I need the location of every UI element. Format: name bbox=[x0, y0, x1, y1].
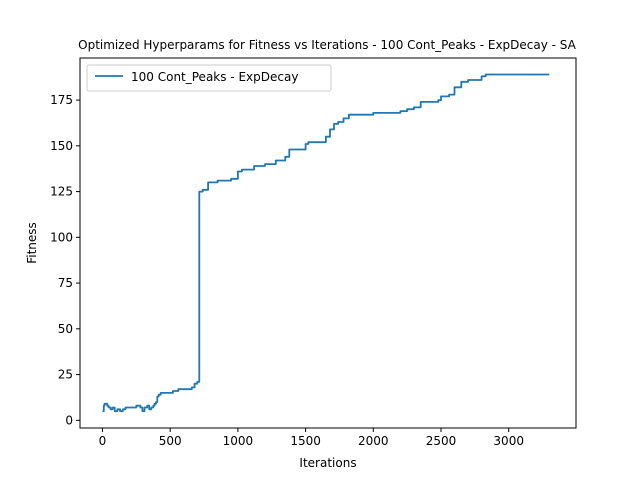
legend: 100 Cont_Peaks - ExpDecay bbox=[86, 64, 332, 92]
y-tick-label: 75 bbox=[58, 276, 73, 290]
chart-title: Optimized Hyperparams for Fitness vs Ite… bbox=[78, 38, 577, 52]
x-axis: 0 500 1000 1500 2000 2500 3000 bbox=[99, 428, 524, 448]
x-tick-label: 2000 bbox=[358, 434, 389, 448]
legend-label: 100 Cont_Peaks - ExpDecay bbox=[131, 70, 298, 84]
x-axis-label: Iterations bbox=[299, 456, 356, 470]
series-line-0 bbox=[102, 73, 550, 413]
x-tick-label: 2500 bbox=[426, 434, 457, 448]
y-tick-label: 0 bbox=[65, 413, 73, 427]
x-tick-label: 3000 bbox=[493, 434, 524, 448]
x-tick-label: 1000 bbox=[223, 434, 254, 448]
y-tick-label: 150 bbox=[50, 139, 73, 153]
y-tick-label: 50 bbox=[58, 322, 73, 336]
x-tick-label: 1500 bbox=[290, 434, 321, 448]
plot-frame bbox=[79, 57, 577, 429]
y-tick-label: 125 bbox=[50, 185, 73, 199]
x-tick-label: 500 bbox=[159, 434, 182, 448]
y-tick-label: 25 bbox=[58, 368, 73, 382]
y-tick-label: 175 bbox=[50, 93, 73, 107]
y-tick-label: 100 bbox=[50, 230, 73, 244]
x-tick-label: 0 bbox=[99, 434, 107, 448]
legend-box bbox=[86, 64, 332, 92]
y-axis-label: Fitness bbox=[25, 222, 39, 264]
series-layer bbox=[102, 73, 550, 413]
y-axis: 0 25 50 75 100 125 150 175 bbox=[50, 93, 80, 427]
